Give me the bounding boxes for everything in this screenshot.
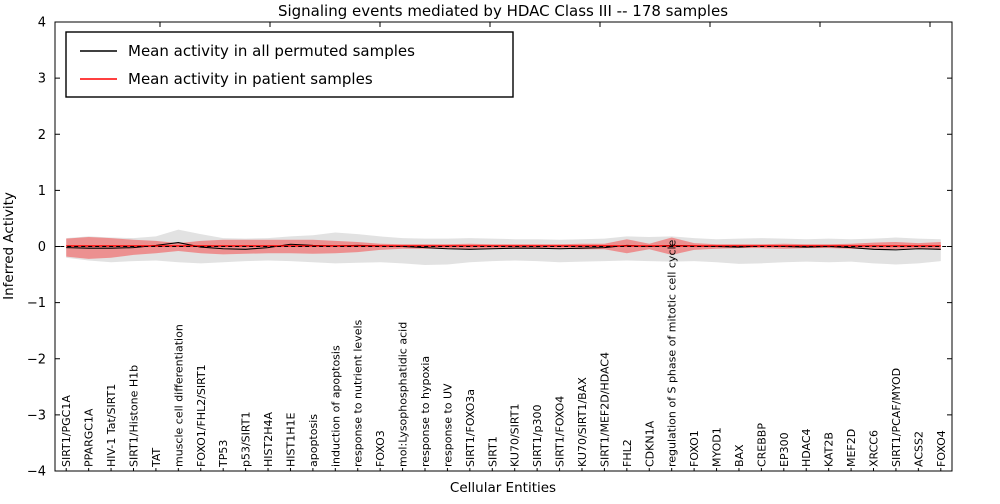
x-category-label: TP53 — [217, 440, 230, 468]
x-category-label: SIRT1/FOXO4 — [554, 396, 567, 467]
axes-ticks: 4 3 2 1 0 −1 −2 −3 −4 SIRT1/PGC1A PPARGC1A HIV-1 Ta… — [27, 16, 952, 480]
x-category-label: mol:Lysophosphatidic acid — [397, 322, 410, 467]
x-category-label: SIRT1/PGC1A — [60, 395, 73, 467]
x-category-label: KU70/SIRT1/BAX — [576, 377, 589, 467]
x-category-label: HDAC4 — [800, 428, 813, 467]
y-tick-label: −4 — [27, 465, 46, 480]
x-category-label: KU70/SIRT1 — [509, 404, 522, 467]
y-tick-label: −2 — [27, 352, 46, 367]
x-category-label: ACSS2 — [912, 431, 925, 467]
line-mean-activity-in-all-permuted-samples — [66, 242, 941, 251]
x-category-label: SIRT1 — [486, 436, 499, 467]
y-tick-label: −3 — [27, 408, 46, 423]
plot-border — [54, 21, 953, 472]
x-category-label: PPARGC1A — [83, 408, 96, 467]
x-category-label: FHL2 — [621, 439, 634, 467]
legend-label-permuted: Mean activity in all permuted samples — [128, 42, 415, 60]
x-category-label: SIRT1/p300 — [531, 405, 544, 467]
x-category-label: CDKN1A — [643, 420, 656, 467]
x-category-label: response to nutrient levels — [352, 319, 365, 467]
y-tick-label: 0 — [38, 240, 46, 255]
band-patient-samples-range — [66, 236, 941, 259]
x-category-label: response to UV — [441, 383, 454, 467]
series-lines — [60, 242, 947, 251]
x-category-label: HIST1H1E — [284, 413, 297, 467]
y-axis-label: Inferred Activity — [1, 192, 17, 300]
x-category-label: EP300 — [778, 432, 791, 467]
y-tick-label: 2 — [38, 128, 46, 143]
x-category-label: HIV-1 Tat/SIRT1 — [105, 384, 118, 467]
x-category-label: muscle cell differentiation — [172, 324, 185, 467]
x-category-label: response to hypoxia — [419, 356, 432, 467]
y-tick-label: −1 — [27, 296, 46, 311]
x-category-label: FOXO4 — [935, 430, 948, 467]
x-category-label: MYOD1 — [711, 427, 724, 467]
legend: Mean activity in all permuted samples Me… — [65, 31, 514, 98]
legend-box — [65, 31, 514, 98]
x-category-label: KAT2B — [823, 432, 836, 467]
y-tick-label: 1 — [38, 184, 46, 199]
x-category-label: regulation of S phase of mitotic cell cy… — [666, 239, 679, 467]
x-category-label: FOXO1/FHL2/SIRT1 — [195, 364, 208, 467]
band-permuted-samples-range — [66, 229, 941, 266]
legend-label-patient: Mean activity in patient samples — [128, 70, 373, 88]
x-axis-label: Cellular Entities — [450, 480, 556, 496]
x-category-label: BAX — [733, 444, 746, 467]
y-tick-label: 4 — [38, 16, 46, 31]
x-category-label: induction of apoptosis — [329, 345, 342, 467]
x-category-label: FOXO3 — [374, 430, 387, 467]
x-category-label: SIRT1/PCAF/MYOD — [890, 368, 903, 467]
x-category-label: TAT — [150, 447, 163, 468]
x-category-label: FOXO1 — [688, 430, 701, 467]
x-category-label: CREBBP — [755, 423, 768, 467]
chart-title: Signaling events mediated by HDAC Class … — [278, 2, 728, 20]
x-category-label: SIRT1/FOXO3a — [464, 389, 477, 467]
y-tick-label: 3 — [38, 72, 46, 87]
confidence-bands — [66, 229, 941, 266]
x-category-label: apoptosis — [307, 414, 320, 467]
x-category-label: XRCC6 — [868, 430, 881, 467]
x-category-label: SIRT1/MEF2D/HDAC4 — [598, 352, 611, 467]
x-category-label: HIST2H4A — [262, 412, 275, 467]
x-category-label: SIRT1/Histone H1b — [127, 365, 140, 467]
x-category-label: MEF2D — [845, 429, 858, 467]
x-category-label: p53/SIRT1 — [240, 412, 253, 467]
